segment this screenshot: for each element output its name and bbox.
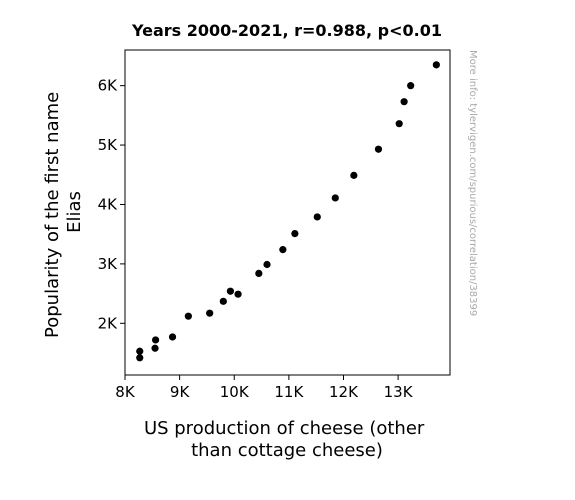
x-tick-label: 13K bbox=[384, 383, 414, 401]
y-axis-label: Popularity of the first name Elias bbox=[42, 86, 85, 338]
data-point bbox=[263, 260, 271, 269]
data-point bbox=[136, 347, 144, 355]
x-tick-label: 9K bbox=[170, 383, 191, 401]
x-tick-label: 10K bbox=[220, 383, 250, 401]
y-axis-label-line-2: Elias bbox=[64, 191, 85, 233]
data-point bbox=[226, 287, 235, 295]
data-point bbox=[184, 312, 192, 320]
data-point bbox=[331, 194, 339, 202]
data-point bbox=[219, 297, 227, 305]
chart-title: Years 2000-2021, r=0.988, p<0.01 bbox=[131, 21, 442, 40]
x-axis-label: US production of cheese (other than cott… bbox=[144, 418, 430, 461]
data-point bbox=[350, 171, 358, 179]
y-tick-label: 5K bbox=[98, 136, 119, 154]
x-tick-label: 8K bbox=[115, 383, 136, 401]
y-tick-label: 6K bbox=[98, 77, 119, 95]
x-tick-label: 11K bbox=[274, 383, 304, 401]
y-tick-label: 4K bbox=[98, 195, 119, 213]
watermark-text: More info: tylervigen.com/spurious/corre… bbox=[467, 50, 478, 316]
data-point bbox=[407, 82, 415, 90]
data-point bbox=[151, 344, 159, 352]
tick-layer: 8K 9K 10K 11K 12K 13K 2K 3K 4K 5K 6K bbox=[98, 77, 414, 401]
data-point bbox=[234, 290, 242, 298]
data-point bbox=[432, 61, 440, 69]
data-point bbox=[400, 98, 408, 106]
x-axis-label-line-2: than cottage cheese) bbox=[191, 440, 383, 461]
data-point bbox=[279, 246, 287, 254]
plot-frame bbox=[124, 49, 451, 376]
data-point bbox=[151, 336, 160, 344]
data-point bbox=[206, 309, 214, 317]
data-point bbox=[168, 333, 177, 341]
data-point bbox=[291, 229, 299, 238]
x-axis-label-line-1: US production of cheese (other bbox=[144, 418, 425, 439]
data-point bbox=[374, 145, 383, 153]
y-tick-label: 3K bbox=[98, 255, 119, 273]
data-point bbox=[255, 269, 263, 278]
x-tick-label: 12K bbox=[329, 383, 359, 401]
data-point bbox=[395, 120, 403, 128]
y-tick-label: 2K bbox=[98, 314, 119, 332]
data-point bbox=[136, 354, 144, 362]
points-layer bbox=[136, 61, 440, 362]
data-point bbox=[313, 213, 321, 221]
y-axis-label-line-1: Popularity of the first name bbox=[42, 92, 63, 338]
